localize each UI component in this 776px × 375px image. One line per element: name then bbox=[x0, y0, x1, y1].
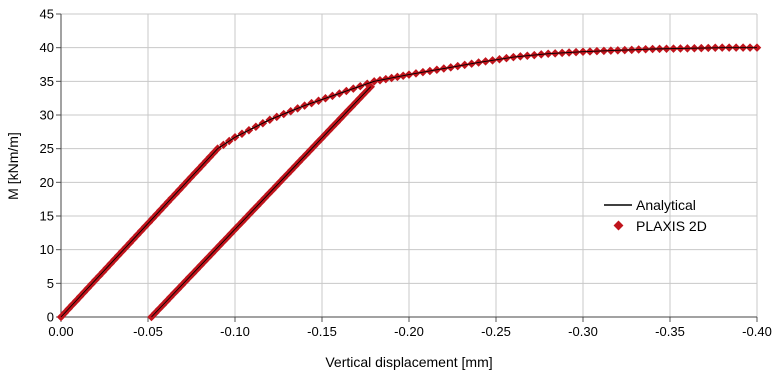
legend-analytical-label: Analytical bbox=[636, 197, 696, 213]
x-tick-label: -0.35 bbox=[655, 324, 685, 339]
analytical-overlay-unloading bbox=[151, 86, 372, 318]
grid bbox=[60, 13, 758, 318]
x-tick-label: -0.20 bbox=[394, 324, 424, 339]
x-axis-title: Vertical displacement [mm] bbox=[325, 354, 492, 370]
y-tick-label: 35 bbox=[40, 74, 54, 89]
x-tick-label: -0.10 bbox=[220, 324, 250, 339]
legend-plaxis-marker-swatch bbox=[613, 220, 624, 231]
x-tick-label: -0.25 bbox=[481, 324, 511, 339]
tick-labels: 0.00 -0.05 -0.10 -0.15 -0.20 -0.25 -0.30 -0.35 -… bbox=[40, 7, 772, 340]
y-tick-label: 30 bbox=[40, 108, 54, 123]
plaxis-point bbox=[752, 43, 762, 52]
y-tick-label: 25 bbox=[40, 141, 54, 156]
y-axis-title: M [kNm/m] bbox=[5, 132, 21, 200]
axes bbox=[56, 13, 758, 322]
y-tick-label: 45 bbox=[40, 7, 54, 22]
y-tick-label: 15 bbox=[40, 209, 54, 224]
y-tick-label: 5 bbox=[47, 276, 54, 291]
legend: Analytical PLAXIS 2D bbox=[604, 197, 707, 234]
y-tick-label: 10 bbox=[40, 242, 54, 257]
analytical-overlay-line bbox=[60, 47, 757, 318]
x-tick-label: -0.05 bbox=[133, 324, 163, 339]
y-tick-label: 0 bbox=[47, 310, 54, 325]
legend-plaxis-label: PLAXIS 2D bbox=[636, 218, 707, 234]
x-tick-label: 0.00 bbox=[48, 324, 73, 339]
x-tick-label: -0.30 bbox=[568, 324, 598, 339]
y-tick-label: 20 bbox=[40, 175, 54, 190]
x-tick-label: -0.40 bbox=[742, 324, 772, 339]
y-tick-label: 40 bbox=[40, 40, 54, 55]
x-tick-label: -0.15 bbox=[307, 324, 337, 339]
